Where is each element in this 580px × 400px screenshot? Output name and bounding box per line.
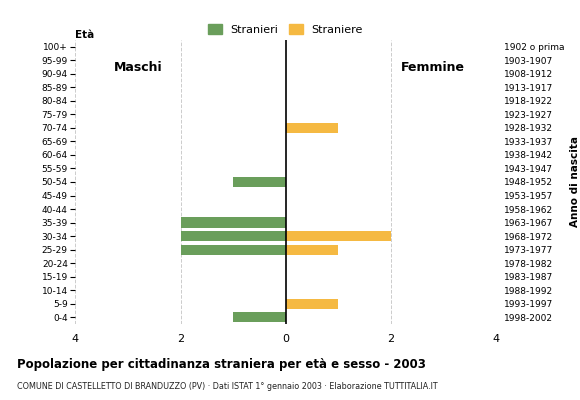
Bar (180, 244, 285, 255)
Text: Femmine: Femmine (401, 60, 465, 74)
Bar (285, 123, 338, 133)
Legend: Stranieri, Straniere: Stranieri, Straniere (204, 20, 368, 39)
Bar (233, 312, 285, 322)
Text: Età: Età (75, 30, 95, 40)
Bar (285, 299, 338, 309)
Bar (180, 231, 285, 241)
Bar (233, 177, 285, 187)
Bar (180, 218, 285, 228)
Text: Popolazione per cittadinanza straniera per età e sesso - 2003: Popolazione per cittadinanza straniera p… (17, 358, 426, 371)
Text: Maschi: Maschi (114, 60, 163, 74)
Text: COMUNE DI CASTELLETTO DI BRANDUZZO (PV) · Dati ISTAT 1° gennaio 2003 · Elaborazi: COMUNE DI CASTELLETTO DI BRANDUZZO (PV) … (17, 382, 438, 391)
Bar (285, 231, 391, 241)
Bar (285, 244, 338, 255)
Y-axis label: Anno di nascita: Anno di nascita (570, 136, 579, 228)
